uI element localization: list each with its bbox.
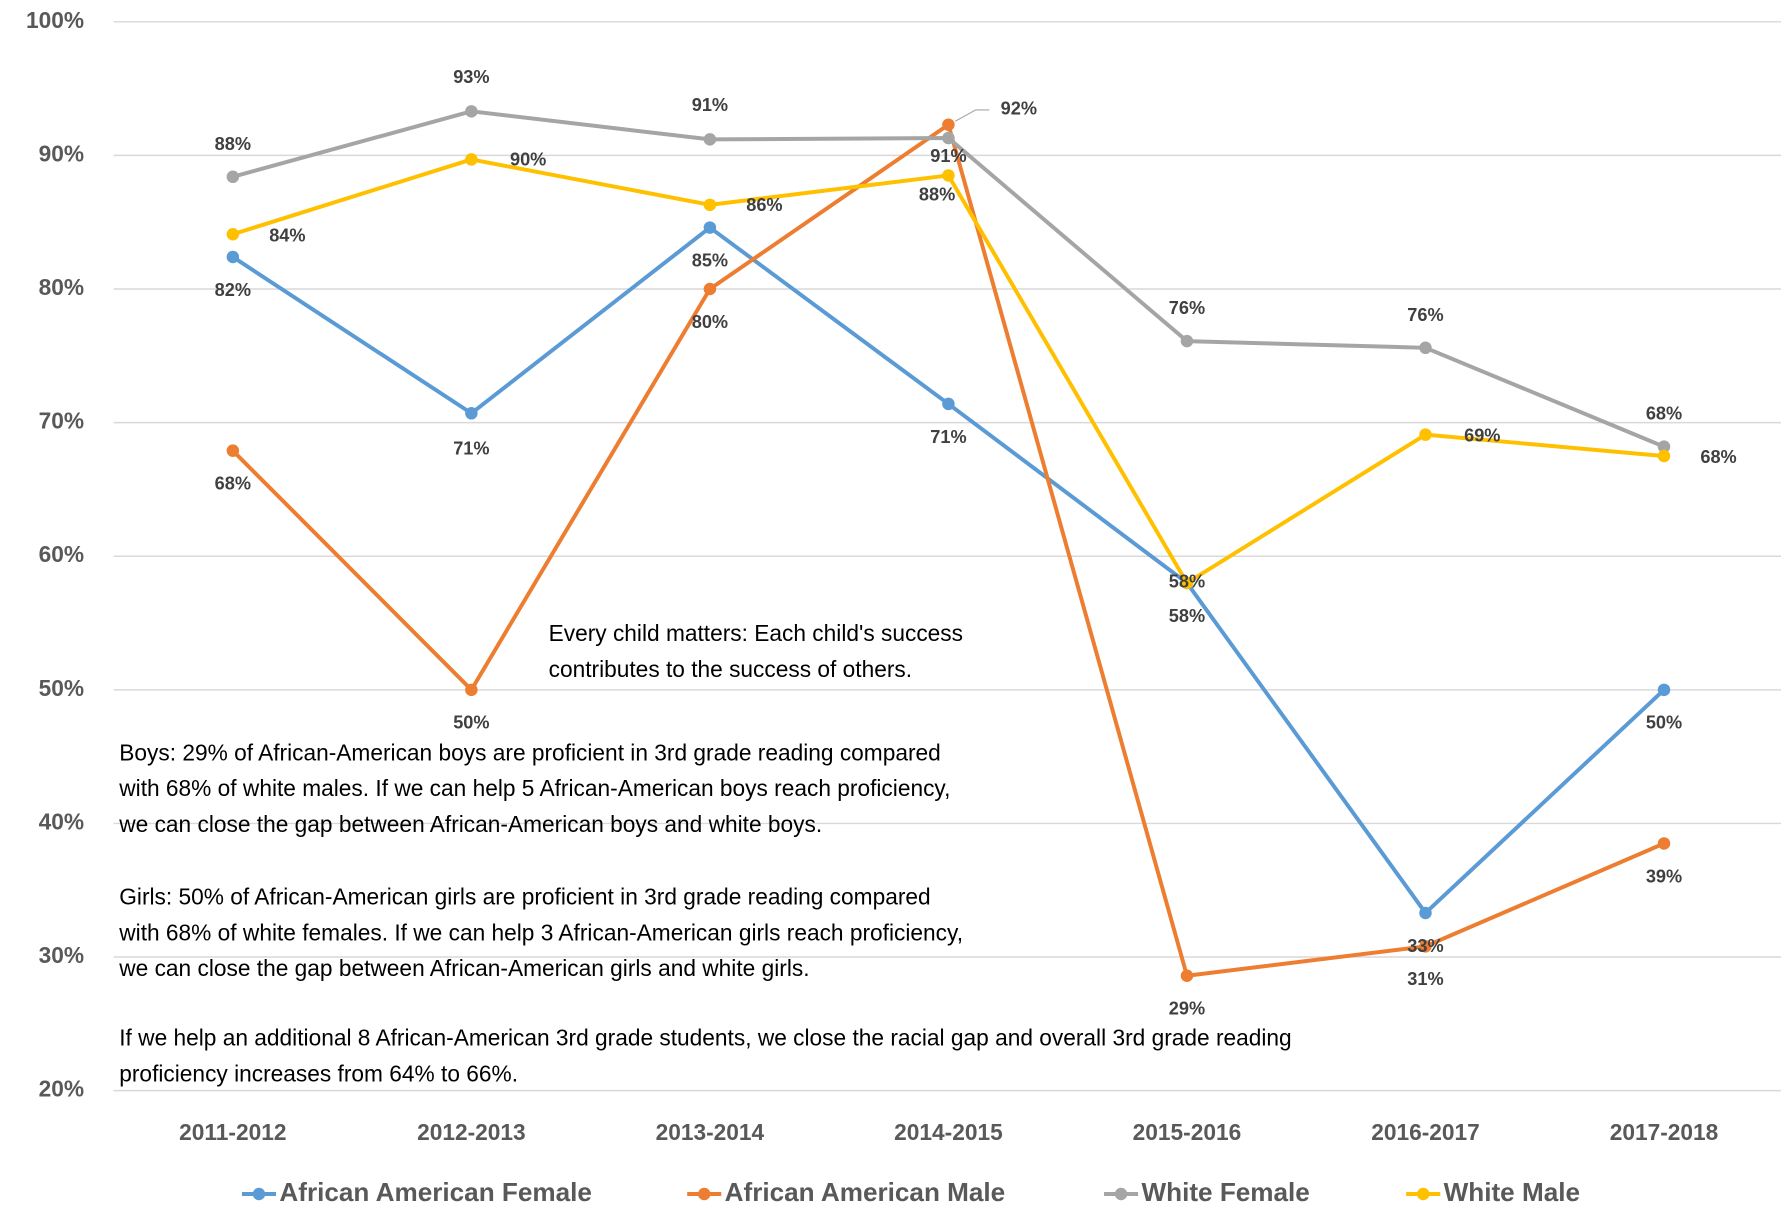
x-tick-label: 2012-2013 xyxy=(417,1119,526,1145)
data-point xyxy=(226,170,240,184)
data-point xyxy=(465,407,478,420)
data-label: 68% xyxy=(215,474,251,494)
legend-marker xyxy=(1416,1187,1430,1201)
data-point xyxy=(1180,334,1194,348)
legend-label: African American Male xyxy=(725,1177,1006,1207)
data-label: 31% xyxy=(1407,969,1443,989)
data-point xyxy=(226,227,240,241)
data-point xyxy=(703,221,717,234)
data-label: 71% xyxy=(930,427,966,447)
data-label: 68% xyxy=(1646,404,1682,424)
y-tick-label: 20% xyxy=(39,1076,84,1102)
data-label: 71% xyxy=(453,438,489,458)
data-point xyxy=(1419,940,1432,953)
data-point xyxy=(703,282,717,296)
annotation: Girls: 50% of African-American girls are… xyxy=(119,884,930,910)
y-tick-label: 100% xyxy=(26,7,84,33)
annotation: with 68% of white females. If we can hel… xyxy=(118,919,963,945)
data-label: 88% xyxy=(919,185,955,205)
data-label: 93% xyxy=(453,67,489,87)
data-label: 91% xyxy=(930,146,966,166)
data-point xyxy=(703,133,717,146)
x-tick-label: 2015-2016 xyxy=(1133,1119,1242,1145)
x-tick-label: 2016-2017 xyxy=(1371,1119,1480,1145)
annotation: Every child matters: Each child's succes… xyxy=(549,620,963,646)
data-point xyxy=(1657,449,1671,463)
data-point xyxy=(1180,576,1194,590)
data-point xyxy=(1657,683,1671,697)
x-tick-label: 2011-2012 xyxy=(179,1119,286,1145)
data-point xyxy=(942,397,955,411)
data-label: 84% xyxy=(269,225,305,245)
y-tick-label: 30% xyxy=(39,942,84,968)
annotation: proficiency increases from 64% to 66%. xyxy=(119,1060,518,1086)
x-tick-label: 2017-2018 xyxy=(1610,1119,1719,1145)
annotation: If we help an additional 8 African-Ameri… xyxy=(119,1025,1291,1051)
data-point xyxy=(1419,428,1432,441)
y-tick-label: 80% xyxy=(39,274,84,300)
data-label: 29% xyxy=(1169,999,1205,1019)
annotation: contributes to the success of others. xyxy=(549,656,912,682)
annotation: we can close the gap between African-Ame… xyxy=(118,811,822,837)
data-point xyxy=(1180,969,1194,982)
data-point xyxy=(1419,906,1432,920)
data-point xyxy=(1657,837,1671,850)
y-tick-label: 40% xyxy=(39,808,84,834)
data-label: 76% xyxy=(1407,305,1443,325)
x-tick-label: 2014-2015 xyxy=(894,1119,1003,1145)
legend-marker xyxy=(1114,1187,1128,1201)
x-tick-label: 2013-2014 xyxy=(656,1119,765,1145)
data-label: 58% xyxy=(1169,572,1205,592)
data-label: 76% xyxy=(1169,298,1205,318)
data-label: 39% xyxy=(1646,866,1682,886)
annotation: we can close the gap between African-Ame… xyxy=(118,955,809,981)
data-point xyxy=(942,118,955,131)
data-point xyxy=(1657,440,1671,453)
data-point xyxy=(703,198,717,212)
legend-marker xyxy=(252,1187,266,1201)
data-label: 92% xyxy=(1001,99,1037,119)
series-line xyxy=(231,122,1665,978)
y-tick-label: 50% xyxy=(39,675,84,701)
data-point xyxy=(1419,341,1432,355)
legend-label: White Male xyxy=(1444,1177,1580,1207)
data-point xyxy=(465,683,478,697)
data-label: 50% xyxy=(1646,713,1682,733)
data-point xyxy=(465,153,478,166)
y-tick-label: 70% xyxy=(39,408,84,434)
y-tick-label: 60% xyxy=(39,541,84,567)
data-label: 58% xyxy=(1169,606,1205,626)
data-point xyxy=(942,131,955,145)
data-label: 88% xyxy=(215,134,251,154)
annotation: Boys: 29% of African-American boys are p… xyxy=(119,739,941,765)
leader-line xyxy=(954,109,990,122)
data-label: 85% xyxy=(692,250,728,270)
data-label: 33% xyxy=(1407,936,1443,956)
data-label: 90% xyxy=(510,149,546,169)
data-label: 50% xyxy=(453,713,489,733)
data-point xyxy=(226,250,240,264)
data-label: 80% xyxy=(692,312,728,332)
data-point xyxy=(942,169,955,182)
data-label: 82% xyxy=(215,280,251,300)
data-label: 68% xyxy=(1700,447,1736,467)
data-point xyxy=(465,105,478,118)
data-label: 86% xyxy=(746,195,782,215)
legend-label: African American Female xyxy=(279,1177,591,1207)
data-point xyxy=(226,444,240,457)
series-line xyxy=(232,157,1665,585)
data-label: 91% xyxy=(692,95,728,115)
data-label: 69% xyxy=(1464,426,1500,446)
y-tick-label: 90% xyxy=(39,140,84,166)
annotation: with 68% of white males. If we can help … xyxy=(118,775,950,801)
legend-marker xyxy=(697,1187,711,1201)
legend-label: White Female xyxy=(1142,1177,1310,1207)
